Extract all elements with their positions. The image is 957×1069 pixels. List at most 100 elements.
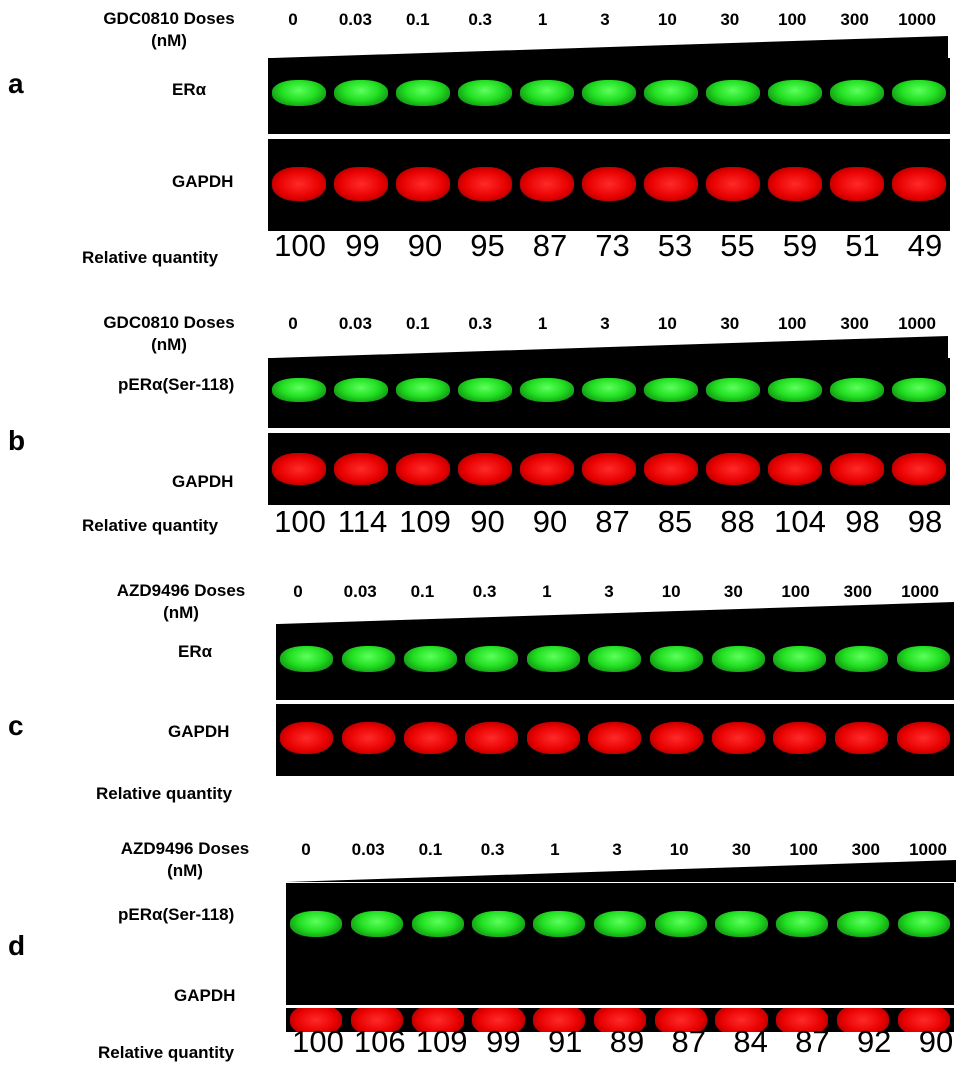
green-band: [768, 378, 822, 402]
dose-title: GDC0810 Doses (nM): [103, 313, 235, 354]
relative-quantity-value: 49: [907, 228, 943, 263]
relative-quantity-value: 87: [671, 1024, 707, 1059]
dose-label: 30: [720, 10, 740, 29]
red-band: [644, 453, 698, 485]
red-band: [411, 1008, 464, 1032]
relative-quantity-value: 84: [733, 1024, 768, 1059]
green-band: [272, 80, 326, 106]
relative-quantity-value: 98: [845, 504, 880, 539]
green-band: [711, 646, 765, 672]
red-band: [892, 453, 946, 485]
red-band: [706, 453, 760, 485]
dose-label: 300: [843, 582, 872, 601]
dose-label: 0: [301, 840, 311, 859]
relative-quantity-value: 87: [595, 504, 630, 539]
dose-wedge: [272, 336, 948, 358]
red-band: [520, 167, 574, 201]
red-band: [768, 167, 822, 201]
red-band: [458, 453, 512, 485]
dose-label: 10: [661, 582, 681, 601]
red-band: [465, 722, 519, 754]
green-band: [472, 911, 525, 937]
relative-quantity-value: 85: [657, 504, 693, 539]
green-band: [836, 911, 889, 937]
green-band: [520, 378, 574, 402]
green-band: [706, 80, 760, 106]
dose-wedge: [278, 602, 954, 624]
red-band: [272, 167, 326, 201]
panel-letter: a: [8, 68, 24, 99]
red-band: [334, 167, 388, 201]
green-band: [593, 911, 647, 937]
dose-label: 0.1: [410, 582, 435, 601]
relative-quantity-value: 89: [609, 1024, 645, 1059]
green-band: [892, 80, 946, 106]
blot-top: [276, 624, 954, 700]
dose-wedge: [286, 860, 956, 882]
red-band: [533, 1008, 586, 1032]
relative-quantity-value: 100: [274, 504, 326, 539]
dose-label: 1: [537, 10, 548, 29]
relative-quantity-value: 59: [782, 228, 818, 263]
dose-label: 1000: [901, 582, 939, 601]
green-band: [896, 646, 950, 672]
red-band: [350, 1008, 404, 1032]
dose-label: 1: [550, 840, 560, 859]
green-band: [411, 911, 464, 937]
dose-label: 10: [657, 314, 677, 333]
dose-label: 300: [840, 314, 869, 333]
relative-quantity-value: 51: [845, 228, 880, 263]
band-label: pERα(Ser-118): [118, 375, 235, 394]
relative-quantity-value: 87: [795, 1024, 830, 1059]
red-band: [892, 167, 946, 201]
dose-title: AZD9496 Doses (nM): [120, 839, 250, 880]
dose-label: 3: [612, 840, 622, 859]
red-band: [773, 722, 827, 754]
green-band: [897, 911, 950, 937]
green-band: [272, 378, 326, 402]
dose-label: 0.03: [351, 840, 385, 859]
green-band: [582, 378, 636, 402]
dose-label: 0.3: [468, 314, 493, 333]
panel-c: c AZD9496 Doses (nM) ERα GAPDH Relative q…: [0, 570, 957, 820]
dose-wedge: [272, 36, 948, 58]
red-band: [396, 167, 450, 201]
red-band: [520, 453, 574, 485]
red-band: [290, 1008, 343, 1032]
red-band: [830, 167, 884, 201]
band-label: GAPDH: [172, 472, 234, 491]
dose-label: 1: [537, 314, 548, 333]
red-band: [768, 453, 822, 485]
dose-label: 30: [723, 582, 743, 601]
green-band: [644, 378, 698, 402]
relative-quantity-label: Relative quantity: [82, 248, 219, 267]
red-band: [776, 1008, 829, 1032]
red-band: [582, 167, 636, 201]
red-band: [706, 167, 760, 201]
green-band: [582, 80, 636, 106]
blot-top: [268, 358, 950, 428]
red-band: [458, 167, 512, 201]
green-band: [458, 378, 512, 402]
blot-bottom: [276, 704, 954, 776]
dose-label: 100: [778, 10, 807, 29]
dose-label: 0: [293, 582, 303, 601]
dose-label: 300: [851, 840, 880, 859]
green-band: [396, 80, 450, 106]
relative-quantity-value: 100: [292, 1024, 344, 1059]
band-label: pERα(Ser-118): [118, 905, 235, 924]
green-band: [830, 378, 884, 402]
relative-quantity-value: 92: [856, 1024, 892, 1059]
relative-quantity-value: 99: [486, 1024, 521, 1059]
relative-quantity-value: 114: [337, 504, 388, 539]
band-label: ERα: [172, 80, 207, 99]
red-band: [334, 453, 388, 485]
red-band: [272, 453, 326, 485]
red-band: [526, 722, 580, 754]
dose-label: 0.1: [405, 314, 430, 333]
panel-d: d AZD9496 Doses (nM) pERα(Ser-118) GAPDH …: [0, 830, 957, 1069]
relative-quantity-value: 99: [345, 228, 380, 263]
dose-label: 1: [542, 582, 552, 601]
dose-label: 0.03: [338, 314, 372, 333]
green-band: [458, 80, 512, 106]
